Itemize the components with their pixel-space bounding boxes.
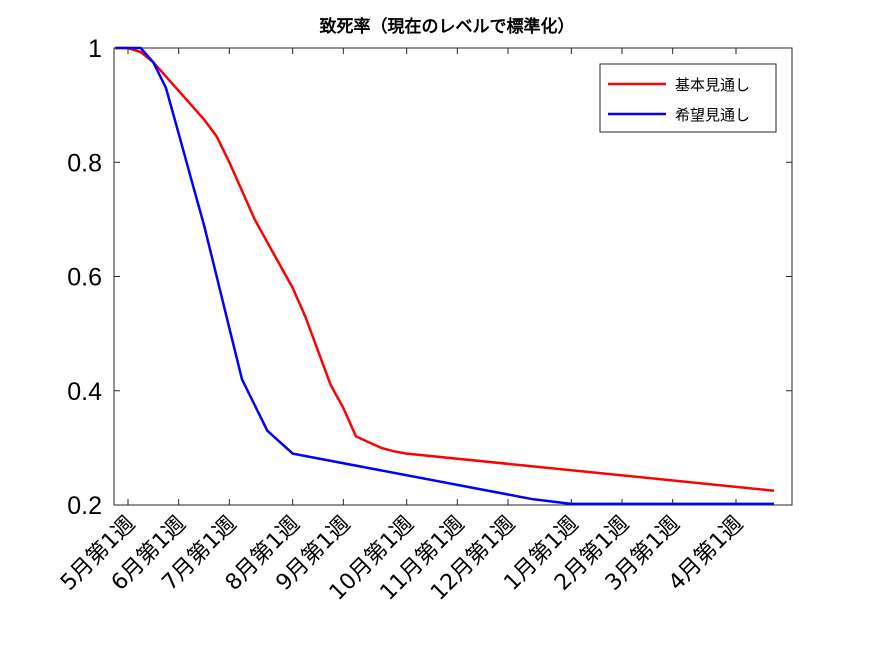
y-tick-label: 0.4 (67, 378, 102, 406)
y-tick-label: 0.6 (67, 264, 102, 292)
y-tick-label: 0.2 (67, 492, 102, 520)
series-layer (115, 46, 775, 506)
series-line-1 (115, 46, 774, 506)
legend-label-hopeful: 希望見通し (675, 106, 750, 124)
series-line-0 (115, 46, 775, 492)
chart-title: 致死率（現在のレベルで標準化） (320, 16, 575, 37)
legend-box (599, 63, 777, 133)
y-tick-label: 0.8 (67, 149, 102, 177)
legend: 基本見通し 希望見通し (599, 63, 777, 133)
y-axis: 0.2 0.4 0.6 0.8 1 (67, 35, 792, 520)
y-tick-label: 1 (88, 35, 102, 63)
legend-label-basic: 基本見通し (675, 76, 750, 94)
